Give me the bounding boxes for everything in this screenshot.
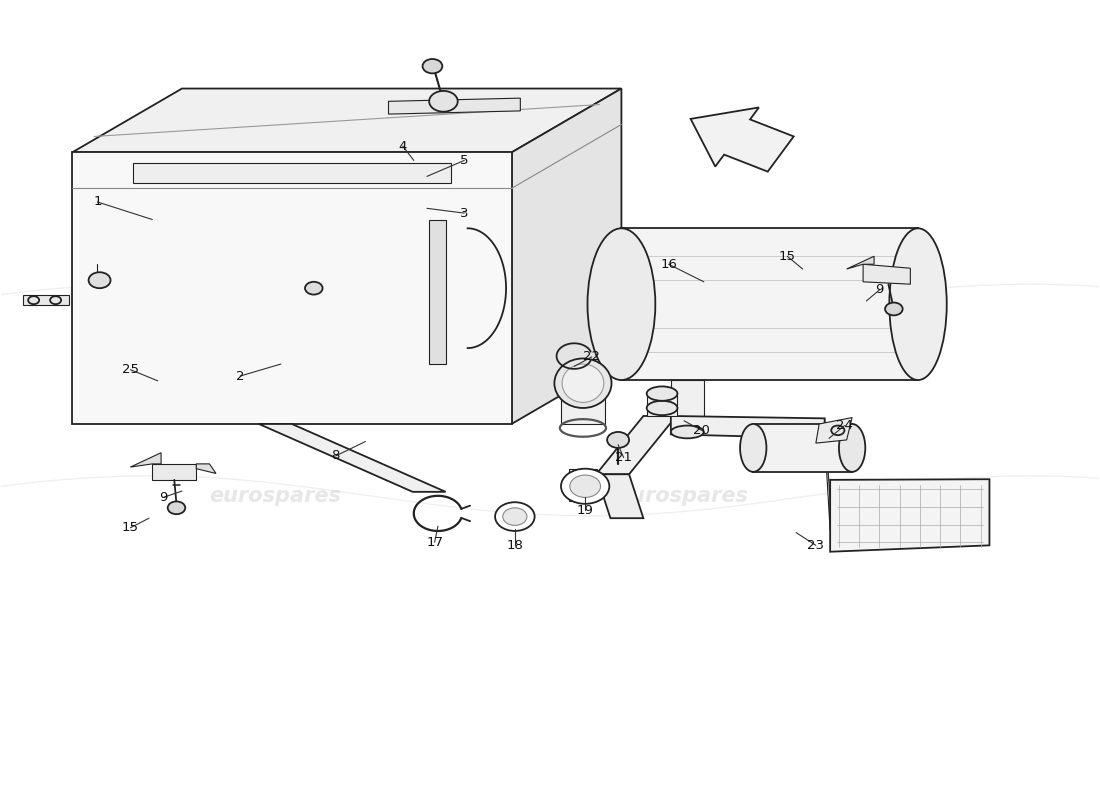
Polygon shape bbox=[569, 469, 597, 501]
Text: eurospares: eurospares bbox=[209, 486, 341, 506]
Ellipse shape bbox=[647, 386, 678, 401]
Text: 8: 8 bbox=[331, 450, 340, 462]
Polygon shape bbox=[429, 220, 446, 364]
Circle shape bbox=[305, 282, 322, 294]
Polygon shape bbox=[561, 380, 605, 424]
Text: 21: 21 bbox=[615, 451, 632, 464]
Circle shape bbox=[832, 426, 845, 435]
Polygon shape bbox=[864, 264, 911, 284]
Polygon shape bbox=[196, 464, 216, 474]
Ellipse shape bbox=[562, 364, 604, 402]
Text: 20: 20 bbox=[693, 424, 710, 437]
Polygon shape bbox=[691, 107, 794, 172]
Polygon shape bbox=[512, 89, 621, 424]
Circle shape bbox=[429, 91, 458, 112]
Circle shape bbox=[422, 59, 442, 74]
Circle shape bbox=[503, 508, 527, 526]
Text: 22: 22 bbox=[583, 350, 601, 363]
Circle shape bbox=[89, 272, 111, 288]
Circle shape bbox=[570, 475, 601, 498]
Text: 18: 18 bbox=[506, 539, 524, 552]
Text: 2: 2 bbox=[235, 370, 244, 382]
Circle shape bbox=[29, 296, 40, 304]
Ellipse shape bbox=[839, 424, 866, 472]
Polygon shape bbox=[754, 424, 853, 472]
Ellipse shape bbox=[647, 401, 678, 415]
Polygon shape bbox=[132, 163, 451, 182]
Ellipse shape bbox=[587, 228, 656, 380]
Text: 15: 15 bbox=[122, 522, 139, 534]
Polygon shape bbox=[621, 228, 918, 380]
Circle shape bbox=[495, 502, 535, 531]
Text: 24: 24 bbox=[836, 419, 852, 432]
Ellipse shape bbox=[569, 478, 596, 491]
Text: eurospares: eurospares bbox=[616, 486, 748, 506]
Polygon shape bbox=[388, 98, 520, 114]
Polygon shape bbox=[671, 416, 825, 438]
Polygon shape bbox=[847, 256, 874, 269]
Text: 1: 1 bbox=[94, 195, 101, 209]
Text: 16: 16 bbox=[660, 258, 678, 270]
Ellipse shape bbox=[740, 424, 767, 472]
Polygon shape bbox=[258, 424, 446, 492]
Text: 9: 9 bbox=[876, 283, 883, 296]
Circle shape bbox=[561, 469, 609, 504]
Text: 4: 4 bbox=[398, 139, 407, 153]
Polygon shape bbox=[23, 295, 69, 305]
Polygon shape bbox=[647, 394, 678, 416]
Polygon shape bbox=[152, 464, 196, 480]
Text: eurospares: eurospares bbox=[209, 294, 341, 314]
Circle shape bbox=[886, 302, 903, 315]
Polygon shape bbox=[825, 418, 830, 530]
Text: 19: 19 bbox=[576, 504, 594, 517]
Ellipse shape bbox=[671, 426, 704, 438]
Polygon shape bbox=[73, 89, 622, 153]
Text: eurospares: eurospares bbox=[616, 294, 748, 314]
Circle shape bbox=[607, 432, 629, 448]
Text: 9: 9 bbox=[160, 491, 167, 504]
Text: 25: 25 bbox=[122, 363, 139, 376]
Polygon shape bbox=[830, 479, 989, 552]
Polygon shape bbox=[671, 380, 704, 432]
Polygon shape bbox=[816, 418, 853, 443]
Circle shape bbox=[167, 502, 185, 514]
Polygon shape bbox=[596, 416, 676, 474]
Text: 15: 15 bbox=[779, 250, 795, 262]
Text: 3: 3 bbox=[460, 206, 469, 220]
Text: 17: 17 bbox=[426, 536, 443, 549]
Polygon shape bbox=[596, 474, 644, 518]
Text: 5: 5 bbox=[460, 154, 469, 167]
Polygon shape bbox=[130, 453, 161, 467]
Circle shape bbox=[51, 296, 62, 304]
Ellipse shape bbox=[554, 358, 612, 408]
Ellipse shape bbox=[889, 228, 947, 380]
Text: 23: 23 bbox=[807, 539, 824, 552]
Polygon shape bbox=[73, 153, 512, 424]
